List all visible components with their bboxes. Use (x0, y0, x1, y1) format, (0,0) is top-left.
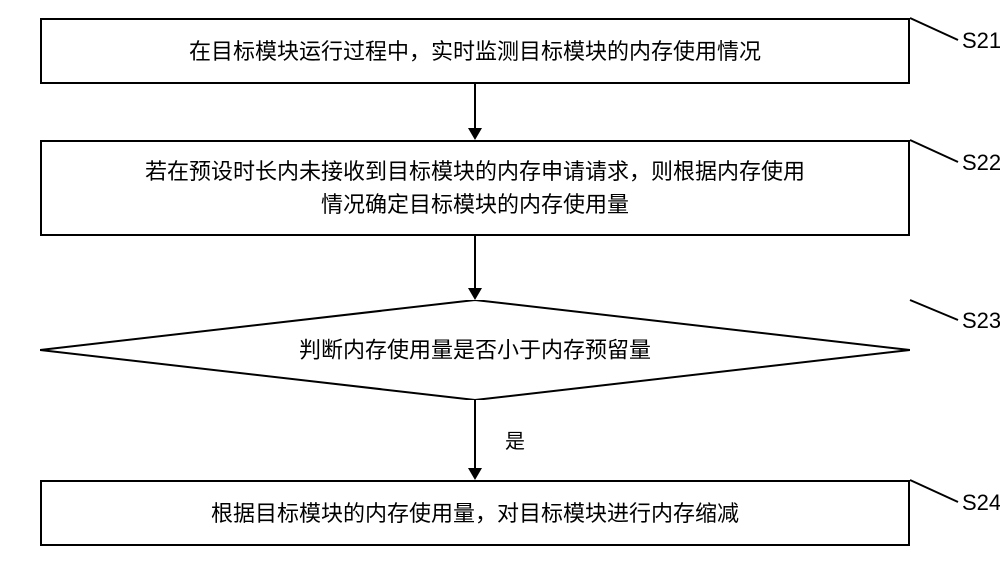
arrow-head-s22-s23 (468, 288, 482, 300)
arrow-head-s23-s24 (468, 468, 482, 480)
node-text: 若在预设时长内未接收到目标模块的内存申请请求，则根据内存使用 情况确定目标模块的… (145, 155, 805, 221)
node-text: 判断内存使用量是否小于内存预留量 (299, 334, 651, 367)
flowchart-node-s21: 在目标模块运行过程中，实时监测目标模块的内存使用情况 (40, 18, 910, 84)
node-text: 根据目标模块的内存使用量，对目标模块进行内存缩减 (211, 497, 739, 530)
flowchart-node-s22: 若在预设时长内未接收到目标模块的内存申请请求，则根据内存使用 情况确定目标模块的… (40, 140, 910, 236)
step-label-s23: S23 (962, 308, 1000, 334)
flowchart-node-s24: 根据目标模块的内存使用量，对目标模块进行内存缩减 (40, 480, 910, 546)
arrow-head-s21-s22 (468, 128, 482, 140)
step-label-s22: S22 (962, 150, 1000, 176)
step-label-s24: S24 (962, 490, 1000, 516)
flowchart-node-s23: 判断内存使用量是否小于内存预留量 (40, 300, 910, 400)
arrow-s21-s22 (474, 84, 476, 128)
arrow-s23-s24 (474, 400, 476, 468)
node-text: 在目标模块运行过程中，实时监测目标模块的内存使用情况 (189, 35, 761, 68)
step-label-s21: S21 (962, 28, 1000, 54)
arrow-s22-s23 (474, 236, 476, 288)
edge-label-yes: 是 (505, 425, 525, 454)
flowchart-container: 在目标模块运行过程中，实时监测目标模块的内存使用情况 S21 若在预设时长内未接… (0, 0, 1000, 588)
